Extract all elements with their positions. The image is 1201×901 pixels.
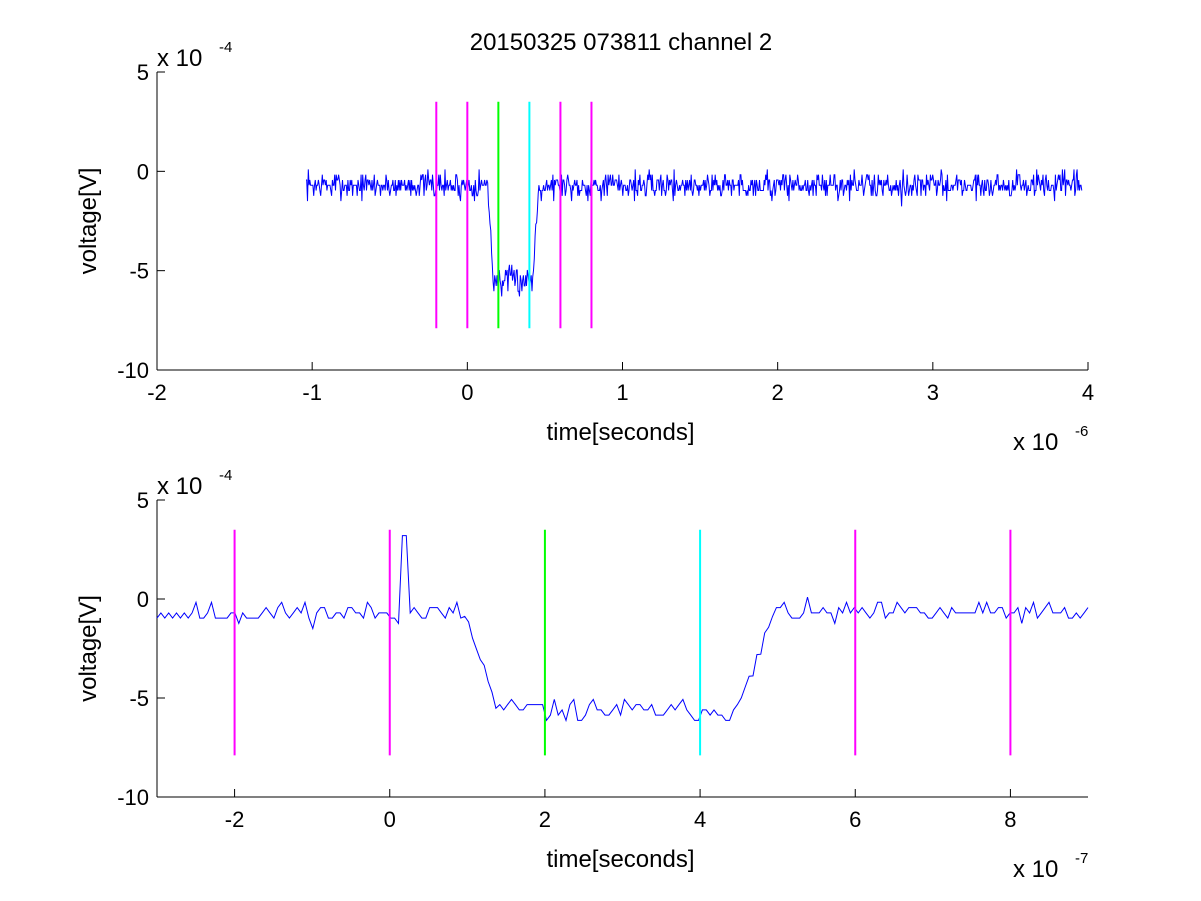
x-tick-label: -2 <box>147 380 167 405</box>
x-tick-label: -1 <box>302 380 322 405</box>
y-axis-label: voltage[V] <box>75 168 102 275</box>
top-panel: -2 -1 0 1 2 3 4-10-505time[seconds]voltage[V]x… <box>75 39 1094 456</box>
x-exponent-power: -7 <box>1075 850 1088 867</box>
x-tick-label: 3 <box>927 380 939 405</box>
x-tick-label: 2 <box>772 380 784 405</box>
x-tick-label: 0 <box>384 807 396 832</box>
x-axis-label: time[seconds] <box>546 846 694 873</box>
x-tick-label: 0 <box>461 380 473 405</box>
signal-line <box>306 169 1083 297</box>
y-exponent-label: x 10 <box>157 45 202 72</box>
signal-line <box>156 535 1089 723</box>
x-tick-label: 6 <box>849 807 861 832</box>
x-tick-label: 4 <box>1082 380 1094 405</box>
x-tick-label: 4 <box>694 807 706 832</box>
x-exponent-power: -6 <box>1075 423 1088 440</box>
y-exponent-power: -4 <box>219 39 232 56</box>
y-tick-label: -5 <box>129 686 149 711</box>
figure-title: 20150325 073811 channel 2 <box>470 29 773 56</box>
x-tick-label: 2 <box>539 807 551 832</box>
y-axis-label: voltage[V] <box>75 595 102 702</box>
x-exponent-label: x 10 <box>1013 429 1058 456</box>
x-tick-label: -2 <box>225 807 245 832</box>
x-axis-label: time[seconds] <box>546 419 694 446</box>
x-tick-label: 1 <box>616 380 628 405</box>
y-tick-label: -10 <box>117 358 149 383</box>
y-tick-label: 5 <box>137 488 149 513</box>
x-tick-label: 8 <box>1004 807 1016 832</box>
y-tick-label: 0 <box>137 587 149 612</box>
y-exponent-power: -4 <box>219 467 232 484</box>
x-exponent-label: x 10 <box>1013 856 1058 883</box>
bottom-panel: -2 0 2 4 6 8 -10 -5 0 5 time[seconds] voltage[V] x 1… <box>75 467 1089 883</box>
y-tick-label: 5 <box>137 60 149 85</box>
y-exponent-label: x 10 <box>157 473 202 500</box>
y-tick-label: -5 <box>129 259 149 284</box>
y-tick-label: -10 <box>117 785 149 810</box>
y-tick-label: 0 <box>137 159 149 184</box>
